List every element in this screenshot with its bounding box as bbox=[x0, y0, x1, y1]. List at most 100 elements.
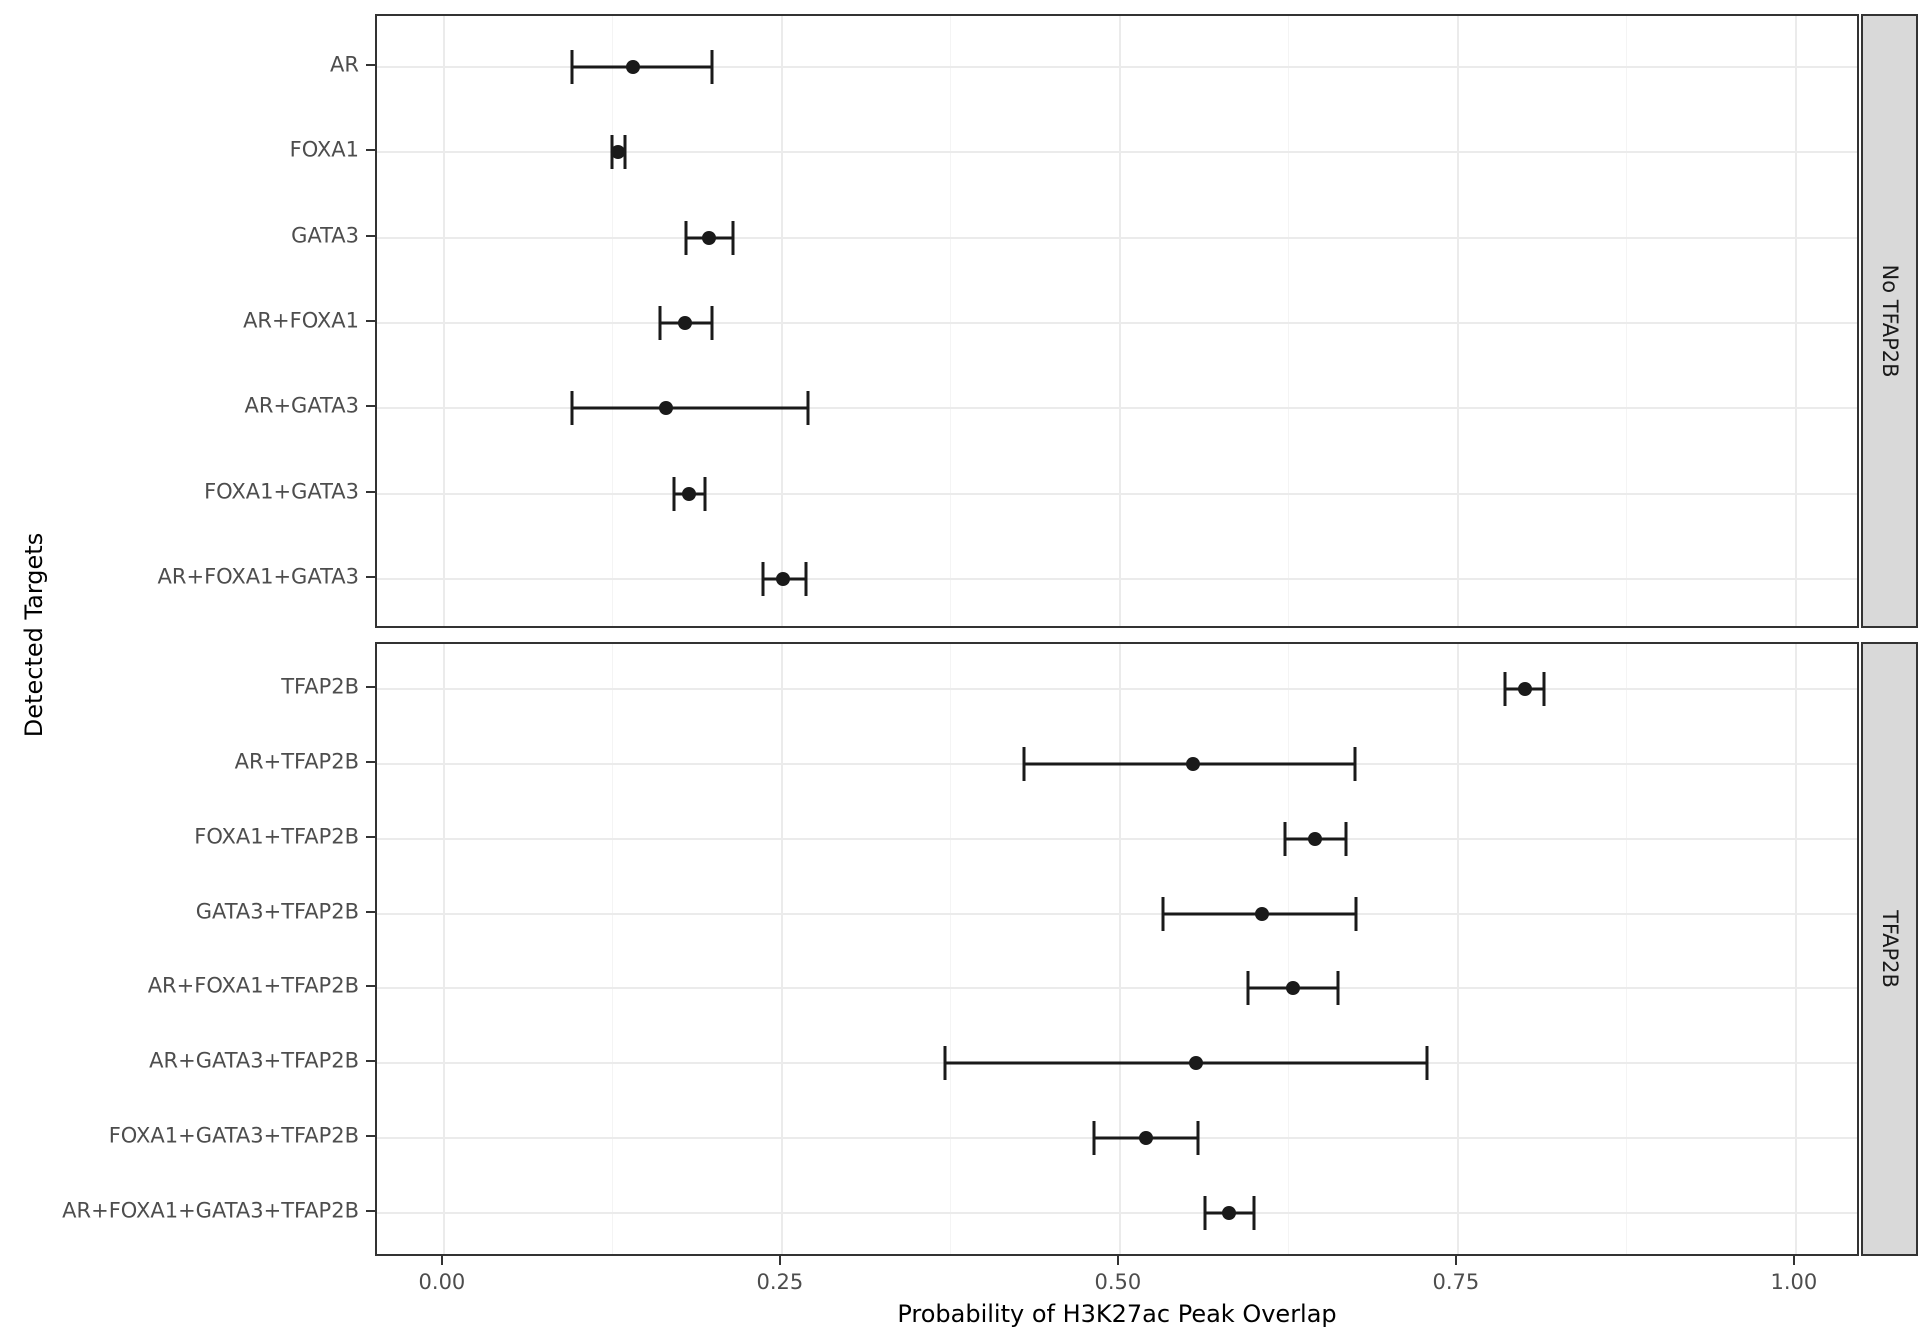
gridline-major bbox=[780, 16, 783, 626]
y-tick-mark bbox=[366, 835, 375, 838]
error-bar bbox=[572, 406, 808, 410]
error-bar bbox=[945, 1061, 1427, 1065]
point-estimate bbox=[701, 230, 716, 245]
error-bar-cap-left bbox=[1161, 896, 1165, 931]
gridline-major bbox=[442, 16, 445, 626]
point-estimate bbox=[1518, 681, 1533, 696]
y-tick-mark bbox=[366, 149, 375, 152]
error-bar-cap-right bbox=[1425, 1046, 1429, 1081]
gridline-minor bbox=[1288, 16, 1290, 626]
error-bar-cap-left bbox=[943, 1046, 947, 1081]
y-tick-label: GATA3 bbox=[291, 223, 359, 248]
x-tick-mark bbox=[778, 1256, 781, 1265]
y-tick-mark bbox=[366, 405, 375, 408]
error-bar-cap-right bbox=[1354, 896, 1358, 931]
y-tick-label: AR+GATA3+TFAP2B bbox=[149, 1048, 359, 1073]
y-tick-label: AR bbox=[330, 52, 359, 77]
y-tick-mark bbox=[366, 685, 375, 688]
point-estimate bbox=[1185, 756, 1200, 771]
point-estimate bbox=[681, 486, 696, 501]
gridline-minor bbox=[1288, 644, 1290, 1254]
x-tick-label: 0.00 bbox=[418, 1270, 466, 1294]
x-tick-label: 0.25 bbox=[756, 1270, 804, 1294]
gridline-major bbox=[377, 837, 1857, 840]
error-bar-cap-left bbox=[658, 306, 662, 340]
y-tick-mark bbox=[366, 490, 375, 493]
gridline-major bbox=[1118, 644, 1121, 1254]
error-bar-cap-left bbox=[672, 476, 676, 511]
point-estimate bbox=[1285, 981, 1300, 996]
gridline-major bbox=[377, 1212, 1857, 1215]
y-tick-label: TFAP2B bbox=[281, 674, 359, 699]
y-tick-mark bbox=[366, 575, 375, 578]
error-bar-cap-right bbox=[1252, 1196, 1256, 1231]
gridline-major bbox=[377, 492, 1857, 495]
point-estimate bbox=[611, 145, 626, 160]
gridline-major bbox=[377, 236, 1857, 239]
gridline-major bbox=[377, 322, 1857, 324]
facet-strip-label: No TFAP2B bbox=[1877, 264, 1902, 378]
gridline-major bbox=[377, 577, 1857, 580]
gridline-major bbox=[377, 912, 1857, 915]
gridline-minor bbox=[1626, 644, 1628, 1254]
gridline-major bbox=[1456, 16, 1459, 626]
gridline-major bbox=[377, 407, 1857, 410]
y-tick-mark bbox=[366, 1135, 375, 1138]
y-tick-label: FOXA1 bbox=[289, 137, 359, 162]
y-tick-mark bbox=[366, 760, 375, 763]
facet-strip bbox=[1861, 642, 1918, 1256]
gridline-major bbox=[377, 66, 1857, 69]
error-bar-cap-right bbox=[710, 50, 714, 85]
y-tick-label: AR+FOXA1+GATA3+TFAP2B bbox=[62, 1198, 359, 1223]
error-bar-cap-left bbox=[761, 561, 765, 596]
facet-strip bbox=[1861, 14, 1918, 628]
error-bar-cap-left bbox=[684, 220, 688, 255]
point-estimate bbox=[658, 401, 673, 416]
error-bar-cap-right bbox=[1353, 746, 1357, 781]
gridline-minor bbox=[612, 16, 614, 626]
error-bar-cap-right bbox=[806, 391, 810, 426]
y-tick-mark bbox=[366, 985, 375, 988]
point-estimate bbox=[1307, 831, 1322, 846]
error-bar-cap-left bbox=[1246, 971, 1250, 1006]
point-estimate bbox=[626, 60, 641, 75]
error-bar-cap-right bbox=[1336, 971, 1340, 1006]
x-tick-mark bbox=[1116, 1256, 1119, 1265]
y-tick-label: FOXA1+GATA3 bbox=[204, 479, 359, 504]
point-estimate bbox=[776, 571, 791, 586]
gridline-minor bbox=[612, 644, 614, 1254]
gridline-major bbox=[1794, 644, 1797, 1254]
y-tick-label: FOXA1+TFAP2B bbox=[194, 824, 359, 849]
y-tick-mark bbox=[366, 64, 375, 67]
y-tick-label: AR+TFAP2B bbox=[234, 749, 359, 774]
error-bar-cap-right bbox=[1542, 671, 1546, 706]
point-estimate bbox=[1138, 1131, 1153, 1146]
error-bar-cap-left bbox=[1203, 1196, 1207, 1231]
error-bar-cap-right bbox=[1344, 821, 1348, 856]
point-estimate bbox=[1254, 906, 1269, 921]
gridline-major bbox=[1456, 644, 1459, 1254]
x-tick-label: 0.50 bbox=[1094, 1270, 1142, 1294]
x-axis-title: Probability of H3K27ac Peak Overlap bbox=[897, 1300, 1337, 1328]
gridline-major bbox=[377, 987, 1857, 990]
y-tick-label: AR+GATA3 bbox=[244, 393, 360, 418]
error-bar-cap-right bbox=[710, 306, 714, 340]
y-tick-mark bbox=[366, 320, 375, 322]
gridline-major bbox=[377, 151, 1857, 154]
x-tick-mark bbox=[1792, 1256, 1795, 1265]
error-bar-cap-left bbox=[1092, 1121, 1096, 1156]
facet-strip-label: TFAP2B bbox=[1877, 910, 1902, 988]
y-tick-label: FOXA1+GATA3+TFAP2B bbox=[108, 1123, 359, 1148]
y-tick-label: AR+FOXA1+TFAP2B bbox=[147, 973, 359, 998]
x-tick-mark bbox=[440, 1256, 443, 1265]
y-tick-mark bbox=[366, 910, 375, 913]
error-bar-cap-left bbox=[1283, 821, 1287, 856]
point-estimate bbox=[1188, 1056, 1203, 1071]
gridline-minor bbox=[950, 644, 952, 1254]
error-bar-cap-right bbox=[703, 476, 707, 511]
x-tick-label: 1.00 bbox=[1770, 1270, 1818, 1294]
gridline-minor bbox=[950, 16, 952, 626]
error-bar-cap-left bbox=[570, 391, 574, 426]
gridline-major bbox=[1794, 16, 1797, 626]
